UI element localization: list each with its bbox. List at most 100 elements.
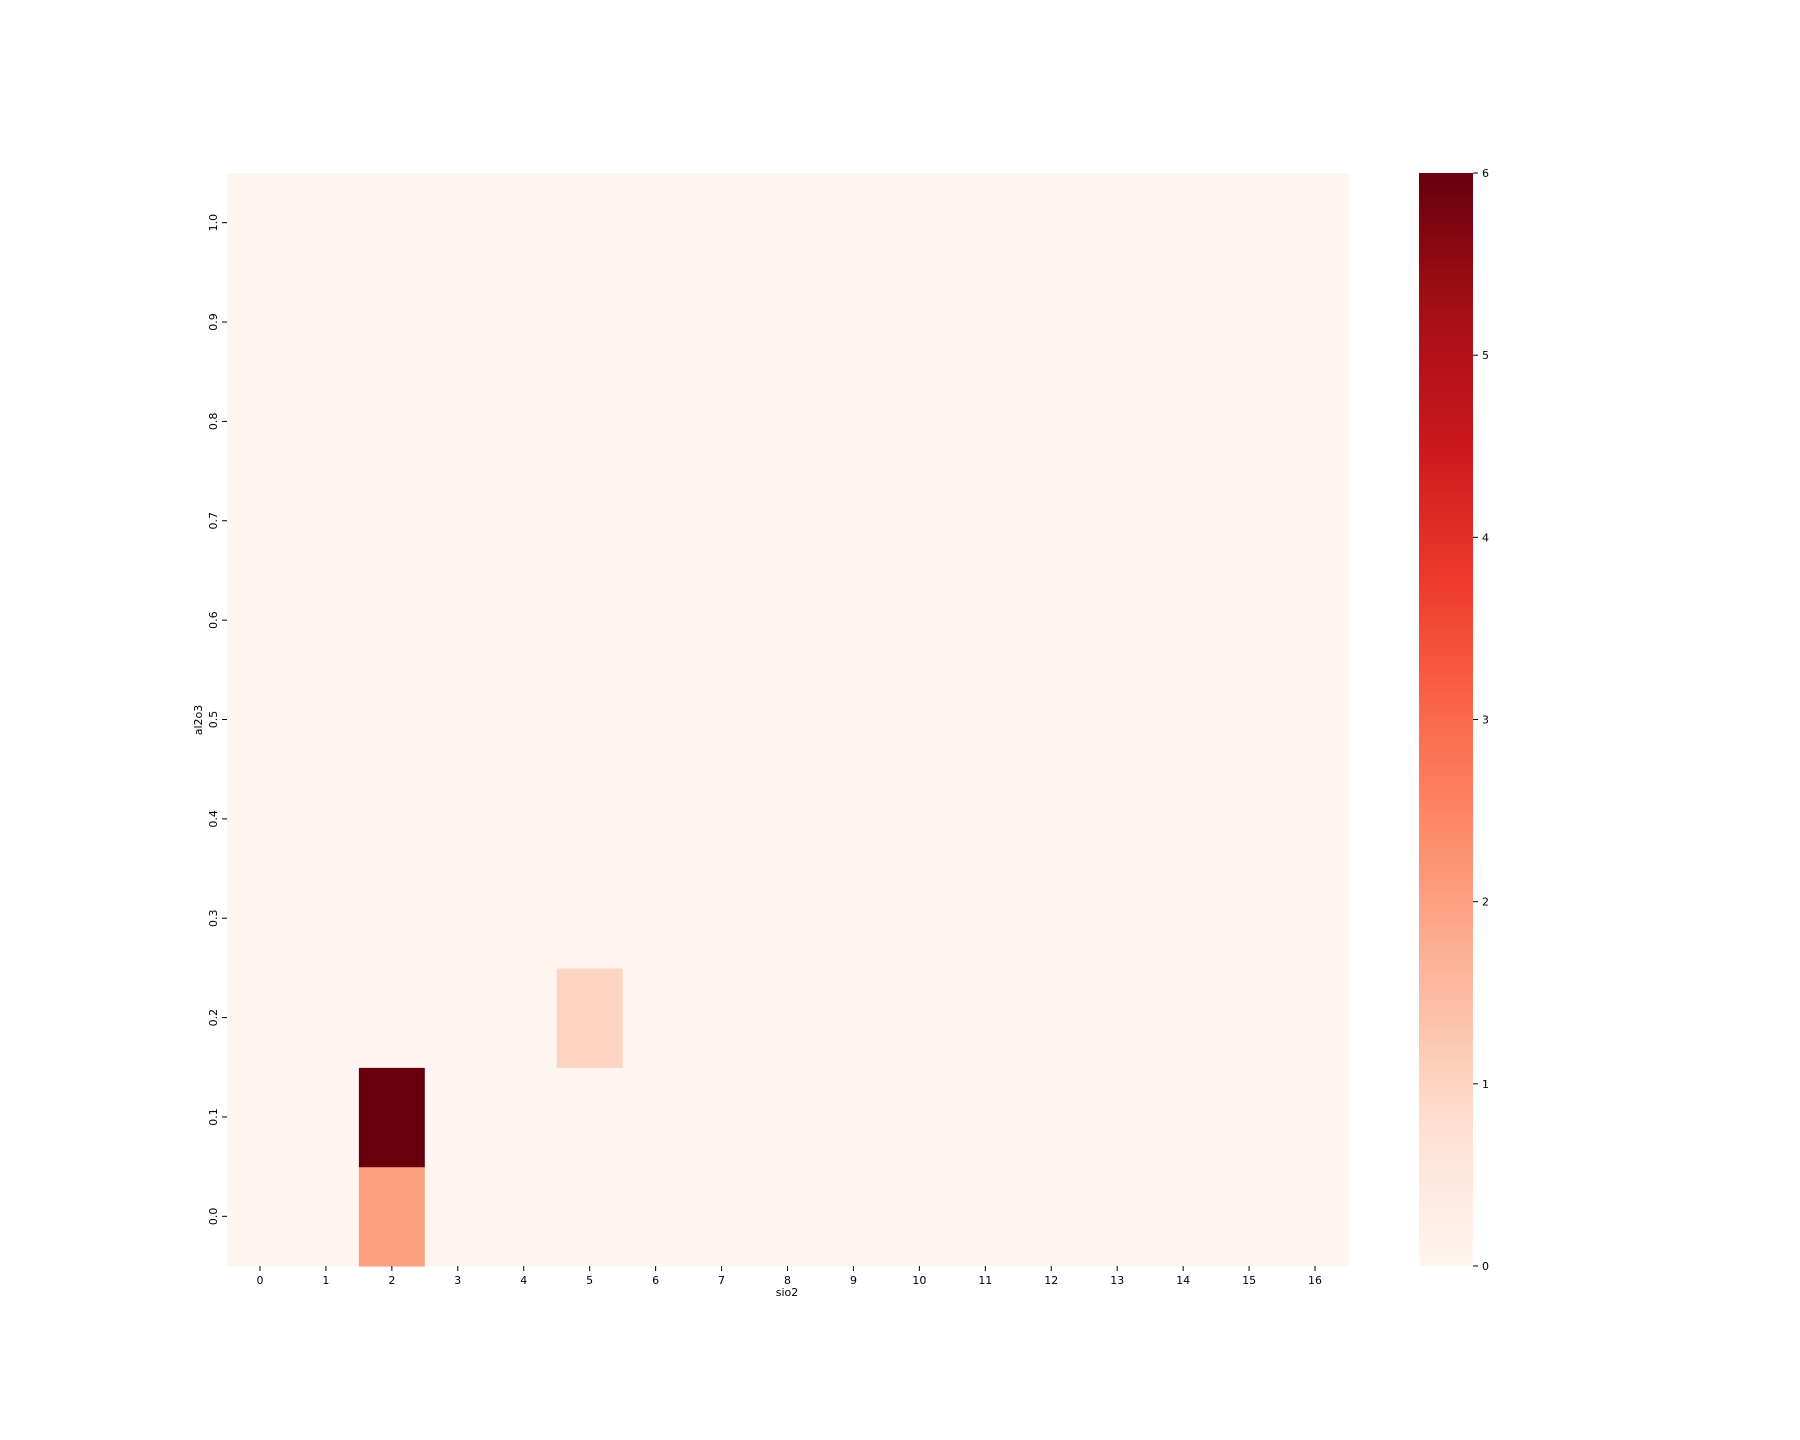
heatmap-cell <box>886 669 953 770</box>
y-tick-label: 0.1 <box>207 1108 220 1126</box>
heatmap-cell <box>556 1166 624 1267</box>
y-tick-label: 0.4 <box>207 810 220 828</box>
heatmap-cell <box>886 967 953 1068</box>
heatmap-cell <box>1282 967 1349 1068</box>
heatmap-cell <box>1216 471 1283 572</box>
heatmap-cell <box>1282 570 1349 671</box>
heatmap-cell <box>622 769 690 870</box>
heatmap-cell <box>1282 769 1349 870</box>
x-tick-label: 8 <box>784 1274 791 1287</box>
heatmap-cell <box>424 371 492 472</box>
heatmap-cell <box>1216 669 1283 770</box>
heatmap-cell <box>1018 769 1085 870</box>
x-tick-label: 15 <box>1242 1274 1256 1287</box>
heatmap-cell <box>820 471 888 572</box>
heatmap-cell <box>754 173 822 273</box>
heatmap-cell <box>490 570 558 671</box>
heatmap-cell <box>556 272 624 373</box>
heatmap-cell <box>1150 1067 1217 1168</box>
heatmap-cell <box>688 1067 756 1168</box>
heatmap-cell <box>1084 1067 1151 1168</box>
heatmap-cell <box>490 1166 558 1267</box>
heatmap-cell <box>820 371 888 472</box>
y-tick-label: 0.2 <box>207 1009 220 1027</box>
heatmap-cell <box>1150 868 1217 969</box>
heatmap-cell <box>886 868 953 969</box>
heatmap-cell <box>1018 173 1085 273</box>
heatmap-cell <box>358 967 426 1068</box>
heatmap-cell <box>227 967 294 1068</box>
heatmap-cell <box>688 669 756 770</box>
x-axis: 0 1 2 3 4 5 6 7 8 9 10 11 12 13 14 15 16 <box>256 1266 1322 1287</box>
heatmap-cell <box>754 967 822 1068</box>
x-tick-label: 5 <box>586 1274 593 1287</box>
heatmap-cell <box>952 769 1019 870</box>
heatmap-cell <box>1084 1166 1151 1267</box>
heatmap-cell <box>688 371 756 472</box>
heatmap-cell <box>227 570 294 671</box>
heatmap-cell <box>292 272 360 373</box>
heatmap-cell <box>490 371 558 472</box>
x-axis-label: sio2 <box>776 1286 799 1299</box>
heatmap-cell <box>358 1067 426 1168</box>
heatmap-cell <box>1282 173 1349 273</box>
heatmap-cell <box>820 1166 888 1267</box>
heatmap-cell <box>1084 669 1151 770</box>
heatmap-cell <box>886 570 953 671</box>
x-tick-label: 10 <box>912 1274 926 1287</box>
heatmap-cell <box>1216 769 1283 870</box>
heatmap-cell <box>1084 272 1151 373</box>
x-tick-label: 13 <box>1110 1274 1124 1287</box>
heatmap-cell <box>227 471 294 572</box>
heatmap-cell <box>227 173 294 273</box>
heatmap-cell <box>292 1067 360 1168</box>
heatmap-cell <box>1150 967 1217 1068</box>
heatmap-cell <box>1084 868 1151 969</box>
heatmap-cell <box>754 272 822 373</box>
heatmap-cell <box>292 173 360 273</box>
x-tick-label: 6 <box>652 1274 659 1287</box>
y-tick-label: 0.3 <box>207 909 220 927</box>
heatmap-cell <box>358 371 426 472</box>
heatmap-cell <box>1018 669 1085 770</box>
heatmap-cell <box>292 471 360 572</box>
heatmap-cell <box>1282 471 1349 572</box>
x-tick-label: 11 <box>978 1274 992 1287</box>
y-axis: 0.0 0.1 0.2 0.3 0.4 0.5 0.6 0.7 0.8 0.9 1.0 <box>207 214 227 1225</box>
heatmap-cell <box>952 1166 1019 1267</box>
x-tick-label: 3 <box>454 1274 461 1287</box>
heatmap-cell <box>227 1166 294 1267</box>
heatmap-cell <box>952 1067 1019 1168</box>
heatmap-cell <box>424 173 492 273</box>
heatmap-cell <box>490 769 558 870</box>
heatmap-cell <box>820 570 888 671</box>
colorbar-tick-label: 3 <box>1482 714 1489 727</box>
heatmap-cell <box>886 1166 953 1267</box>
heatmap-cell <box>688 769 756 870</box>
heatmap-cell <box>292 967 360 1068</box>
heatmap-cell <box>227 868 294 969</box>
heatmap-cell <box>952 371 1019 472</box>
heatmap-cell <box>556 967 624 1068</box>
x-tick-label: 1 <box>322 1274 329 1287</box>
heatmap-cell <box>227 272 294 373</box>
heatmap-cell <box>688 173 756 273</box>
x-tick-label: 9 <box>850 1274 857 1287</box>
heatmap-cell <box>1282 1067 1349 1168</box>
heatmap-plot-area <box>227 173 1349 1267</box>
heatmap-cell <box>424 1166 492 1267</box>
heatmap-cell <box>556 371 624 472</box>
heatmap-cell <box>754 471 822 572</box>
heatmap-cell <box>1018 371 1085 472</box>
heatmap-cell <box>1084 570 1151 671</box>
heatmap-cell <box>622 371 690 472</box>
heatmap-cell <box>490 1067 558 1168</box>
heatmap-cell <box>952 471 1019 572</box>
heatmap-cell <box>952 173 1019 273</box>
heatmap-cell <box>358 471 426 572</box>
y-tick-label: 0.8 <box>207 413 220 431</box>
heatmap-cell <box>820 173 888 273</box>
heatmap-cell <box>1084 471 1151 572</box>
heatmap-cell <box>1216 570 1283 671</box>
heatmap-cell <box>754 371 822 472</box>
